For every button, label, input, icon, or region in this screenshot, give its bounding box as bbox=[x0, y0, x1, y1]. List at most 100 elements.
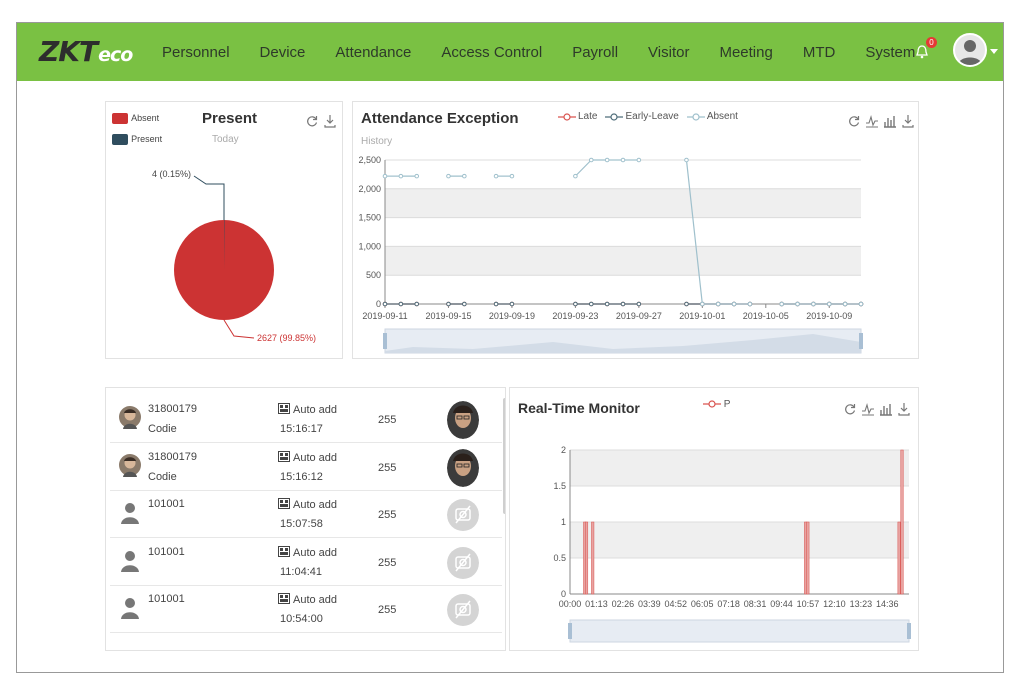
nav-item-system[interactable]: System bbox=[865, 43, 916, 61]
refresh-icon[interactable] bbox=[305, 114, 319, 128]
datazoom-handle-left[interactable] bbox=[383, 333, 387, 349]
data-point-early-leave[interactable] bbox=[604, 301, 610, 307]
x-tick-label: 08:31 bbox=[744, 599, 767, 609]
nav-item-access-control[interactable]: Access Control bbox=[441, 43, 543, 61]
data-point-absent[interactable] bbox=[795, 301, 800, 307]
monitor-bar[interactable] bbox=[900, 449, 904, 595]
no-photo-icon[interactable] bbox=[447, 544, 479, 582]
bar-chart-icon[interactable] bbox=[879, 402, 893, 416]
bar-chart-icon[interactable] bbox=[883, 114, 897, 128]
datazoom-slider[interactable] bbox=[569, 619, 910, 643]
legend-absent[interactable]: Absent bbox=[112, 112, 159, 124]
datazoom-handle-right[interactable] bbox=[907, 623, 911, 639]
table-row[interactable]: 31800179 Codie Auto add 15:16:17 255 bbox=[110, 396, 502, 443]
nav-item-mtd[interactable]: MTD bbox=[802, 43, 836, 61]
present-title: Present bbox=[202, 110, 258, 127]
data-point-early-leave[interactable] bbox=[493, 301, 499, 307]
monitor-bar[interactable] bbox=[591, 521, 595, 595]
y-tick-label: 2 bbox=[561, 445, 566, 455]
data-point-absent[interactable] bbox=[842, 301, 848, 307]
nav-item-visitor[interactable]: Visitor bbox=[648, 43, 690, 61]
face-photo[interactable] bbox=[447, 401, 479, 439]
table-row[interactable]: 31800179 Codie Auto add 15:16:12 255 bbox=[110, 444, 502, 491]
person-id: 101001 bbox=[148, 498, 185, 510]
x-tick-label: 2019-09-23 bbox=[552, 311, 598, 321]
data-point-absent[interactable] bbox=[636, 157, 642, 163]
notification-badge: 0 bbox=[926, 37, 937, 48]
data-point-early-leave[interactable] bbox=[398, 301, 404, 307]
monitor-bar[interactable] bbox=[585, 521, 589, 595]
data-point-early-leave[interactable] bbox=[462, 301, 467, 307]
data-point-absent[interactable] bbox=[779, 301, 784, 307]
logo[interactable]: ZKTeco bbox=[39, 35, 133, 68]
data-point-absent[interactable] bbox=[700, 301, 705, 307]
refresh-icon[interactable] bbox=[843, 402, 857, 416]
legend-item-absent[interactable]: Absent bbox=[686, 111, 738, 122]
y-tick-label: 1.5 bbox=[553, 481, 566, 491]
refresh-icon[interactable] bbox=[847, 114, 861, 128]
data-point-early-leave[interactable] bbox=[509, 301, 515, 307]
data-point-early-leave[interactable] bbox=[382, 301, 388, 307]
line-chart-icon[interactable] bbox=[861, 402, 875, 416]
nav-item-device[interactable]: Device bbox=[259, 43, 306, 61]
data-point-absent[interactable] bbox=[414, 173, 420, 179]
datazoom-handle-left[interactable] bbox=[568, 623, 572, 639]
exception-subtitle: History bbox=[361, 136, 393, 147]
verify-type: Auto add bbox=[278, 498, 337, 511]
download-icon[interactable] bbox=[901, 114, 915, 128]
legend-item-late[interactable]: Late bbox=[558, 111, 597, 122]
data-point-absent[interactable] bbox=[747, 301, 753, 307]
fingerprint-device-icon bbox=[278, 403, 290, 414]
nav-item-personnel[interactable]: Personnel bbox=[162, 43, 230, 61]
data-point-early-leave[interactable] bbox=[446, 301, 451, 307]
data-point-absent[interactable] bbox=[811, 301, 816, 307]
table-row[interactable] bbox=[110, 634, 502, 649]
legend-marker-early-leave bbox=[605, 112, 624, 121]
nav-item-attendance[interactable]: Attendance bbox=[335, 43, 412, 61]
data-point-absent[interactable] bbox=[382, 173, 388, 179]
data-point-absent[interactable] bbox=[462, 173, 467, 179]
attendance-exception-chart: 0 500 1,000 1,500 2,000 2,500 2019-09-11 2019-0… bbox=[358, 155, 864, 354]
data-point-absent[interactable] bbox=[826, 301, 832, 307]
table-row[interactable]: 101001 Auto add 10:54:00 255 bbox=[110, 586, 502, 633]
download-icon[interactable] bbox=[897, 402, 911, 416]
table-row[interactable]: 101001 Auto add 11:04:41 255 bbox=[110, 539, 502, 586]
download-icon[interactable] bbox=[323, 114, 337, 128]
legend-item-early-leave[interactable]: Early-Leave bbox=[605, 111, 679, 122]
data-point-absent[interactable] bbox=[731, 301, 737, 307]
data-point-absent[interactable] bbox=[604, 157, 610, 163]
data-point-early-leave[interactable] bbox=[684, 301, 689, 307]
bell-icon[interactable] bbox=[915, 45, 929, 59]
data-point-absent[interactable] bbox=[398, 173, 404, 179]
monitor-bar[interactable] bbox=[806, 521, 810, 595]
data-point-early-leave[interactable] bbox=[414, 301, 420, 307]
data-point-absent[interactable] bbox=[493, 173, 499, 179]
line-chart-icon[interactable] bbox=[865, 114, 879, 128]
monitor-bar[interactable] bbox=[897, 521, 901, 595]
data-point-absent[interactable] bbox=[858, 301, 864, 307]
data-point-absent[interactable] bbox=[684, 157, 689, 163]
face-photo[interactable] bbox=[447, 448, 479, 487]
data-point-absent[interactable] bbox=[715, 301, 721, 307]
data-point-early-leave[interactable] bbox=[573, 301, 578, 307]
legend-present[interactable]: Present bbox=[112, 133, 162, 145]
data-point-early-leave[interactable] bbox=[636, 301, 642, 307]
nav-item-meeting[interactable]: Meeting bbox=[719, 43, 773, 61]
records-scrollbar[interactable] bbox=[503, 398, 505, 514]
no-photo-icon[interactable] bbox=[447, 496, 479, 534]
chevron-down-icon[interactable] bbox=[990, 49, 998, 54]
monitor-legend[interactable]: P bbox=[703, 399, 730, 410]
data-point-absent[interactable] bbox=[588, 157, 594, 163]
data-point-early-leave[interactable] bbox=[620, 301, 626, 307]
data-point-absent[interactable] bbox=[509, 173, 515, 179]
app-frame: ZKTeco Personnel Device Attendance Access C… bbox=[16, 22, 1004, 673]
data-point-absent[interactable] bbox=[573, 173, 578, 179]
data-point-absent[interactable] bbox=[446, 173, 451, 179]
datazoom-handle-right[interactable] bbox=[859, 333, 863, 349]
table-row[interactable]: 101001 Auto add 15:07:58 255 bbox=[110, 491, 502, 538]
nav-item-payroll[interactable]: Payroll bbox=[572, 43, 619, 61]
user-avatar[interactable] bbox=[953, 33, 987, 67]
no-photo-icon[interactable] bbox=[447, 591, 479, 629]
data-point-absent[interactable] bbox=[620, 157, 626, 163]
data-point-early-leave[interactable] bbox=[588, 301, 594, 307]
